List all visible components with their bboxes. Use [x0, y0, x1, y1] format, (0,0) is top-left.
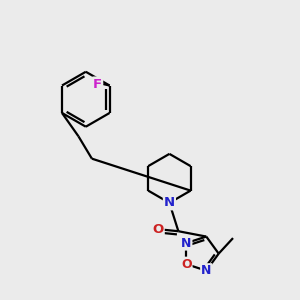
Text: N: N [181, 237, 191, 250]
Text: O: O [152, 223, 164, 236]
Text: N: N [201, 264, 211, 277]
Text: F: F [93, 77, 102, 91]
Text: O: O [181, 258, 192, 271]
Text: N: N [164, 196, 175, 209]
